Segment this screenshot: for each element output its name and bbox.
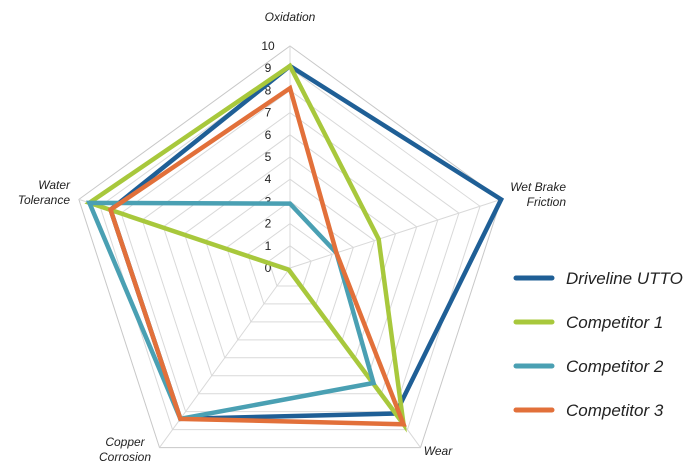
series-line-competitor-1: [84, 62, 407, 433]
grid-ring: [247, 222, 333, 305]
tick-label: 8: [265, 83, 272, 97]
data-series: [84, 62, 505, 433]
legend-label: Competitor 1: [566, 313, 663, 332]
grid-ring: [162, 134, 418, 377]
grid-ring: [204, 178, 376, 341]
grid-ring: [183, 156, 397, 359]
series-line-competitor-3: [107, 84, 407, 427]
series-line-driveline-utto: [107, 63, 505, 422]
legend-label: Competitor 2: [566, 357, 664, 376]
grid-ring: [120, 89, 460, 413]
legend-label: Competitor 3: [566, 401, 664, 420]
tick-label: 6: [265, 128, 272, 142]
axis-label: Wear: [424, 444, 453, 458]
tick-label: 10: [261, 39, 275, 53]
grid-ring: [226, 200, 354, 323]
tick-label: 2: [265, 217, 272, 231]
tick-label: 4: [265, 172, 272, 186]
tick-label: 5: [265, 150, 272, 164]
axis-label: Oxidation: [265, 10, 316, 24]
tick-label: 9: [265, 61, 272, 75]
tick-label: 1: [265, 239, 272, 253]
grid-spoke: [289, 198, 502, 269]
axis-labels: Oxidation Wet Brake Friction Wear Copper Corr…: [18, 10, 567, 462]
grid-ring: [78, 45, 502, 449]
legend: Driveline UTTO Competitor 1 Competitor 2 Co…: [513, 269, 683, 420]
radar-grid: [78, 45, 502, 449]
tick-label: 7: [265, 106, 272, 120]
tick-label: 0: [265, 261, 272, 275]
axis-label: Water Tolerance: [18, 178, 71, 207]
axis-label: Wet Brake Friction: [510, 180, 566, 209]
legend-label: Driveline UTTO: [566, 269, 683, 288]
grid-ring: [99, 67, 481, 431]
axis-label: Copper Corrosion: [99, 435, 151, 462]
grid-ring: [268, 245, 312, 287]
